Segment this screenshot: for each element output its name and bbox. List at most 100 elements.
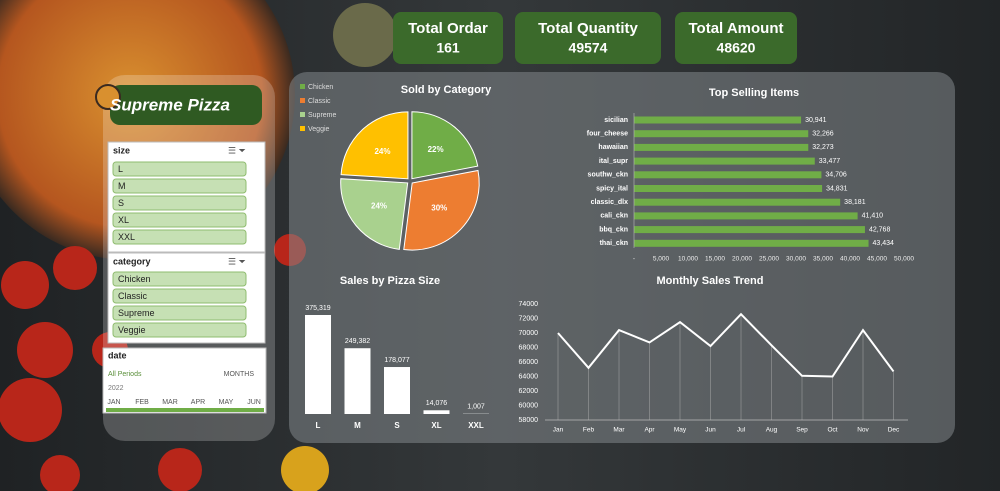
logo-text: Supreme Pizza [110,95,230,114]
slicer-item-label: M [118,181,126,191]
pie-label: 22% [428,145,444,154]
value-label: 30,941 [805,117,827,124]
y-tick-label: spicy_ital [596,185,628,192]
bar [634,130,809,138]
kpi-card [675,12,797,64]
slicer-title: size [113,145,130,155]
y-tick-label: hawaiian [598,144,628,151]
spice-bowl [333,3,397,67]
line [557,312,895,378]
pie-label: 24% [374,147,390,156]
slicer [102,347,267,414]
slicer-item-label: XL [118,215,129,225]
x-tick-label: Aug [766,427,778,434]
y-tick-label: bbq_ckn [599,226,628,233]
value-label: 1,007 [467,404,485,411]
legend-swatch [300,112,305,117]
slicer-item[interactable] [112,161,247,177]
y-tick-label: ital_supr [599,158,628,165]
kpi-value: 49574 [569,40,608,56]
x-tick-label: XL [431,421,441,430]
x-tick-label: Dec [888,427,900,434]
kpi-card [515,12,661,64]
y-tick-label: 64000 [519,373,539,380]
slicer-item[interactable] [112,271,247,287]
slicer-title: date [108,350,127,360]
legend-swatch [300,84,305,89]
y-tick-label: 58000 [519,417,539,424]
value-label: 32,266 [812,131,834,138]
bar [634,212,858,220]
date-year: 2022 [108,385,124,392]
y-tick-label: cali_ckn [600,213,628,220]
slicer-item-label: Supreme [118,308,155,318]
legend-swatch [300,126,305,131]
date-month[interactable]: JUN [247,399,261,406]
date-month[interactable]: APR [191,399,205,406]
slicer-item[interactable] [112,322,247,338]
pie-label: 30% [431,204,447,213]
x-tick-label: 5,000 [653,256,670,263]
slicer-item[interactable] [112,212,247,228]
date-month[interactable]: FEB [135,399,149,406]
legend-label: Veggie [308,126,330,133]
slicer-item-label: S [118,198,124,208]
x-tick-label: Mar [613,427,625,434]
slicer-item-label: XXL [118,232,135,242]
y-tick-label: 72000 [519,315,539,322]
pie-slice [403,169,480,251]
value-label: 43,434 [873,240,895,247]
bar [344,348,371,414]
bar [423,410,450,414]
x-tick-label: 35,000 [813,256,833,263]
date-month[interactable]: JAN [107,399,120,406]
value-label: 41,410 [862,213,884,220]
date-month[interactable]: MAY [219,399,234,406]
pie-slice [340,178,409,250]
kpi-label: Total Amount [689,20,784,37]
value-label: 375,319 [305,305,330,312]
oil-bowl [281,446,329,491]
slicer-item[interactable] [112,288,247,304]
slicer-item[interactable] [112,305,247,321]
slicer-icons[interactable]: ☰ ⏷ [228,145,246,155]
x-tick-label: Oct [827,427,837,434]
legend-label: Supreme [308,112,337,119]
bar [634,157,815,165]
bar [634,198,841,206]
x-tick-label: S [394,421,400,430]
date-level[interactable]: MONTHS [224,371,255,378]
x-tick-label: L [316,421,321,430]
slicer-item[interactable] [112,178,247,194]
bar [384,367,410,414]
value-label: 42,768 [869,226,891,233]
kpi-card [393,12,503,64]
slicer-item[interactable] [112,229,247,245]
x-tick-label: May [674,427,687,434]
slicer-item[interactable] [112,195,247,211]
chart-title: Sold by Category [401,84,492,96]
x-tick-label: 15,000 [705,256,725,263]
y-tick-label: sicilian [604,117,628,124]
x-tick-label: M [354,421,361,430]
y-tick-label: 74000 [519,301,539,308]
x-tick-label: 50,000 [894,256,914,263]
y-tick-label: four_cheese [587,131,628,138]
bar [634,116,802,124]
date-timeline [106,408,264,412]
y-tick-label: classic_dlx [591,199,628,206]
slicer-title: category [113,256,151,266]
x-tick-label: 30,000 [786,256,806,263]
bar [634,185,823,192]
date-month[interactable]: MAR [162,399,178,406]
chart-title: Sales by Pizza Size [340,275,440,287]
kpi-value: 161 [436,40,460,56]
x-tick-label: Feb [583,427,595,434]
date-period: All Periods [108,371,142,378]
y-tick-label: 68000 [519,344,539,351]
slicer-icons[interactable]: ☰ ⏷ [228,256,246,266]
value-label: 33,477 [819,158,841,165]
y-tick-label: 66000 [519,359,539,366]
